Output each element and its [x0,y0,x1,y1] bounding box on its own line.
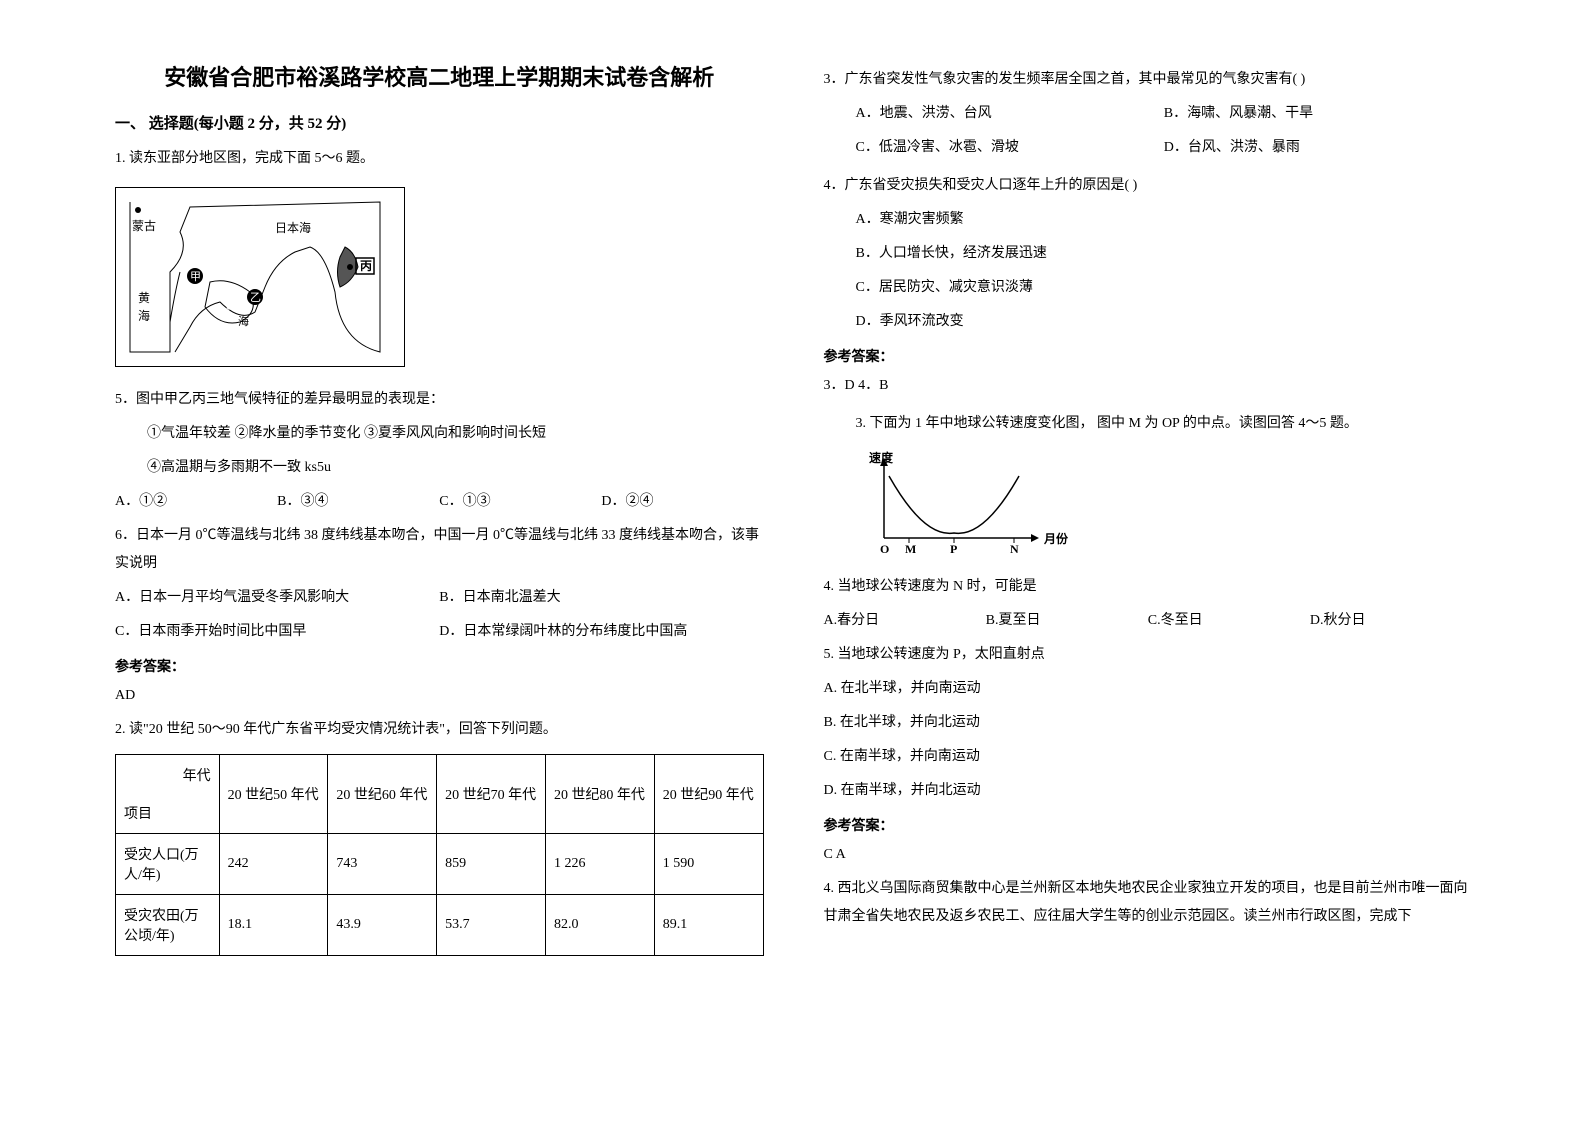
svg-text:丙: 丙 [360,259,372,273]
q6-optB: B．日本南北温差大 [439,584,763,612]
q5-options: A．①② B．③④ C．①③ D．②④ [115,488,764,516]
svg-text:M: M [905,542,916,556]
row1-v3: 859 [437,834,546,895]
q4-optD: D．季风环流改变 [824,308,1473,336]
answer1-header: 参考答案： [115,656,764,676]
q2-intro: 2. 读"20 世纪 50～90 年代广东省平均受灾情况统计表"，回答下列问题。 [115,716,764,744]
page-title: 安徽省合肥市裕溪路学校高二地理上学期期末试卷含解析 [115,60,764,92]
q4b-optD: D.秋分日 [1310,607,1472,635]
q6-optC: C．日本雨季开始时间比中国早 [115,618,439,646]
q5-optA: A．①② [115,488,277,516]
q4b-optC: C.冬至日 [1148,607,1310,635]
q4b-options: A.春分日 B.夏至日 C.冬至日 D.秋分日 [824,607,1473,635]
row1-v2: 743 [328,834,437,895]
q5b-stem: 5. 当地球公转速度为 P，太阳直射点 [824,641,1473,669]
svg-text:速度: 速度 [869,450,894,465]
q4b-optA: A.春分日 [824,607,986,635]
q4-optA: A．寒潮灾害频繁 [824,206,1473,234]
q4-optC: C．居民防灾、减灾意识淡薄 [824,274,1473,302]
svg-text:月份: 月份 [1043,531,1069,546]
row1-v4: 1 226 [545,834,654,895]
row2-v1: 18.1 [219,895,328,956]
svg-text:P: P [950,542,957,556]
answer2-header: 参考答案： [824,346,1473,366]
q6-optA: A．日本一月平均气温受冬季风影响大 [115,584,439,612]
svg-text:乙: 乙 [250,291,261,304]
q5b-optA: A. 在北半球，并向南运动 [824,675,1473,703]
q3-stem: 3．广东省突发性气象灾害的发生频率居全国之首，其中最常见的气象灾害有( ) [824,66,1473,94]
row2-v4: 82.0 [545,895,654,956]
q5-sub1: ①气温年较差 ②降水量的季节变化 ③夏季风风向和影响时间长短 [115,420,764,448]
row1-label: 受灾人口(万人/年) [116,834,220,895]
q5b-optB: B. 在北半球，并向北运动 [824,709,1473,737]
disaster-table: 年代 项目 20 世纪50 年代 20 世纪60 年代 20 世纪70 年代 2… [115,754,764,956]
q3-row1: A．地震、洪涝、台风 B．海啸、风暴潮、干旱 [824,100,1473,128]
col-70s: 20 世纪70 年代 [437,755,546,834]
row2-v2: 43.9 [328,895,437,956]
th-item: 项目 [124,803,211,823]
q5-optD: D．②④ [601,488,763,516]
answer1: AD [115,682,764,710]
answer3-header: 参考答案： [824,815,1473,835]
q4c: 4. 西北义乌国际商贸集散中心是兰州新区本地失地农民企业家独立开发的项目，也是目… [824,875,1473,931]
speed-chart: 速度 O M P N 月份 [854,448,1473,563]
svg-text:甲: 甲 [190,271,201,283]
col-80s: 20 世纪80 年代 [545,755,654,834]
row2-v5: 89.1 [654,895,763,956]
svg-text:黄: 黄 [138,291,150,305]
svg-text:蒙古: 蒙古 [132,218,156,233]
q5b-optD: D. 在南半球，并向北运动 [824,777,1473,805]
svg-text:日本海: 日本海 [275,220,311,235]
svg-text:黄: 黄 [225,299,236,313]
q5b-optC: C. 在南半球，并向南运动 [824,743,1473,771]
q4b-stem: 4. 当地球公转速度为 N 时，可能是 [824,573,1473,601]
answer3: C A [824,841,1473,869]
row1-v5: 1 590 [654,834,763,895]
q4-optB: B．人口增长快，经济发展迅速 [824,240,1473,268]
th-years: 年代 [124,765,211,785]
section-header: 一、 选择题(每小题 2 分，共 52 分) [115,112,764,133]
q3-optA: A．地震、洪涝、台风 [856,100,1164,128]
q6-row2: C．日本雨季开始时间比中国早 D．日本常绿阔叶林的分布纬度比中国高 [115,618,764,646]
q3-optD: D．台风、洪涝、暴雨 [1164,134,1472,162]
q1-intro: 1. 读东亚部分地区图，完成下面 5～6 题。 [115,145,764,173]
q3-optC: C．低温冷害、冰雹、滑坡 [856,134,1164,162]
row2-label: 受灾农田(万公顷/年) [116,895,220,956]
q6-row1: A．日本一月平均气温受冬季风影响大 B．日本南北温差大 [115,584,764,612]
q4-stem: 4．广东省受灾损失和受灾人口逐年上升的原因是( ) [824,172,1473,200]
svg-text:N: N [1010,542,1019,556]
map-figure: 蒙古 日本海 甲 甲 乙 丙 黄 海 黄 海 [115,187,405,367]
right-column: 3．广东省突发性气象灾害的发生频率居全国之首，其中最常见的气象灾害有( ) A．… [794,60,1488,1062]
left-column: 安徽省合肥市裕溪路学校高二地理上学期期末试卷含解析 一、 选择题(每小题 2 分… [100,60,794,1062]
q4b-optB: B.夏至日 [986,607,1148,635]
q5-optB: B．③④ [277,488,439,516]
col-90s: 20 世纪90 年代 [654,755,763,834]
q3-row2: C．低温冷害、冰雹、滑坡 D．台风、洪涝、暴雨 [824,134,1473,162]
col-60s: 20 世纪60 年代 [328,755,437,834]
q6-stem: 6．日本一月 0℃等温线与北纬 38 度纬线基本吻合，中国一月 0℃等温线与北纬… [115,522,764,578]
row2-v3: 53.7 [437,895,546,956]
answer2: 3．D 4．B [824,372,1473,400]
q5-sub2: ④高温期与多雨期不一致 ks5u [115,454,764,482]
q3b-intro: 3. 下面为 1 年中地球公转速度变化图， 图中 M 为 OP 的中点。读图回答… [824,410,1473,438]
svg-text:O: O [880,542,889,556]
svg-text:海: 海 [138,308,150,323]
q5-optC: C．①③ [439,488,601,516]
q5-stem: 5．图中甲乙丙三地气候特征的差异最明显的表现是： [115,386,764,414]
col-50s: 20 世纪50 年代 [219,755,328,834]
q3-optB: B．海啸、风暴潮、干旱 [1164,100,1472,128]
row1-v1: 242 [219,834,328,895]
q6-optD: D．日本常绿阔叶林的分布纬度比中国高 [439,618,763,646]
svg-text:海: 海 [238,314,249,328]
